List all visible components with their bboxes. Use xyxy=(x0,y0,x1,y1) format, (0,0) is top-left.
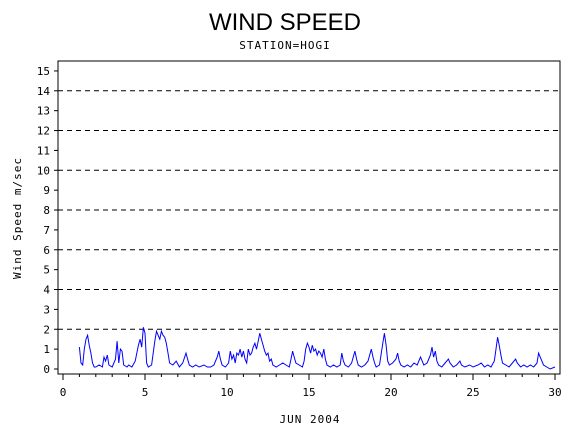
chart-title: WIND SPEED xyxy=(209,9,361,36)
gridlines xyxy=(58,90,560,330)
x-tick-label: 15 xyxy=(302,386,315,399)
wind-speed-line xyxy=(78,327,556,370)
x-tick-label: 25 xyxy=(466,386,479,399)
x-tick-label: 10 xyxy=(220,386,233,399)
x-axis: 0 5 10 15 20 25 30 xyxy=(60,374,562,399)
plot-frame xyxy=(57,60,561,375)
y-tick-label: 0 xyxy=(43,363,50,376)
y-tick-label: 1 xyxy=(43,343,50,356)
y-tick-label: 13 xyxy=(37,105,50,118)
y-tick-label: 7 xyxy=(43,224,50,237)
y-axis-label: Wind Speed m/sec xyxy=(11,157,24,279)
x-tick-label: 20 xyxy=(384,386,397,399)
y-tick-label: 15 xyxy=(37,65,50,78)
y-tick-label: 9 xyxy=(43,184,50,197)
y-tick-label: 5 xyxy=(43,264,50,277)
y-tick-label: 11 xyxy=(37,144,50,157)
x-axis-label: JUN 2004 xyxy=(280,413,341,426)
x-tick-label: 30 xyxy=(548,386,561,399)
y-tick-label: 2 xyxy=(43,323,50,336)
y-tick-label: 3 xyxy=(43,303,50,316)
series-group xyxy=(78,327,556,370)
x-tick-label: 0 xyxy=(60,386,67,399)
chart-subtitle: STATION=HOGI xyxy=(239,39,330,52)
y-tick-label: 14 xyxy=(37,85,51,98)
y-tick-label: 8 xyxy=(43,204,50,217)
x-tick-label: 5 xyxy=(142,386,149,399)
y-tick-label: 6 xyxy=(43,244,50,257)
y-tick-label: 4 xyxy=(43,284,50,297)
y-tick-label: 10 xyxy=(37,164,50,177)
y-tick-label: 12 xyxy=(37,125,50,138)
